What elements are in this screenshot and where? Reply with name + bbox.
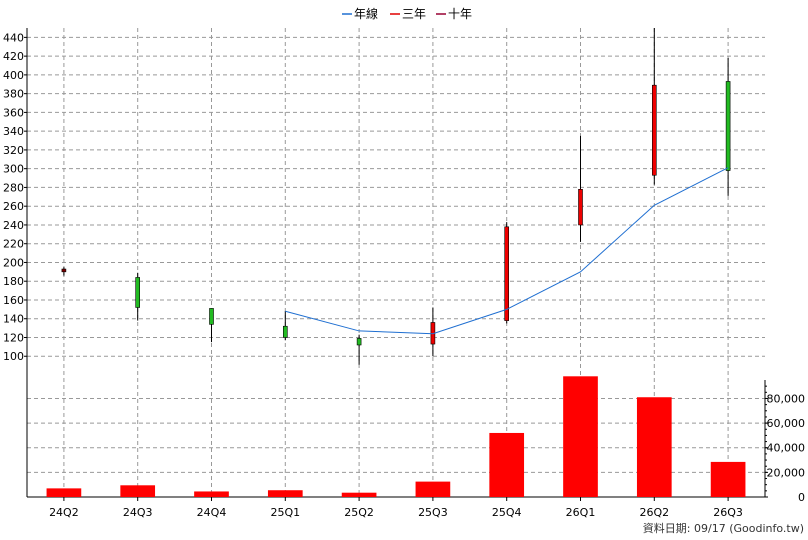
- volume-bars: [46, 376, 746, 497]
- volume-bar: [267, 490, 303, 497]
- price-tick-label: 220: [3, 238, 24, 251]
- price-tick-label: 200: [3, 256, 24, 269]
- volume-bar: [636, 397, 672, 497]
- series-line: [285, 167, 729, 335]
- price-candles: [61, 28, 731, 365]
- candle-body: [651, 84, 657, 176]
- price-tick-label: 260: [3, 200, 24, 213]
- price-tick-label: 280: [3, 181, 24, 194]
- category-tick-label: 25Q4: [492, 506, 522, 519]
- category-tick-label: 24Q3: [123, 506, 153, 519]
- axis-tick-labels: 100 120 140 160 180 200 220 240 260 280 300 320 340 3…: [3, 31, 805, 519]
- candle: [725, 58, 731, 196]
- legend-label: 三年: [402, 7, 426, 21]
- candle: [356, 334, 362, 365]
- candle-body: [725, 81, 731, 171]
- volume-bar: [563, 376, 598, 497]
- price-tick-label: 340: [3, 125, 24, 138]
- volume-bar: [489, 432, 525, 497]
- candle: [504, 222, 510, 324]
- price-tick-label: 180: [3, 275, 24, 288]
- candle-body: [61, 268, 67, 273]
- legend-entry: 年線: [342, 6, 378, 21]
- price-tick-label: 360: [3, 106, 24, 119]
- volume-tick-label: 60,000: [767, 417, 806, 430]
- volume-tick-label: 0: [798, 491, 805, 504]
- volume-bar: [194, 491, 229, 497]
- price-tick-label: 440: [3, 31, 24, 44]
- volume-tick-label: 80,000: [767, 392, 806, 405]
- volume-tick-label: 40,000: [767, 442, 806, 455]
- volume-bar: [710, 461, 746, 497]
- category-tick-label: 25Q3: [418, 506, 448, 519]
- volume-tick-label: 20,000: [767, 466, 806, 479]
- price-tick-label: 300: [3, 163, 24, 176]
- volume-bar: [46, 488, 82, 497]
- candle: [430, 307, 436, 357]
- price-tick-label: 100: [3, 350, 24, 363]
- grid-lines: [27, 28, 765, 497]
- candle: [209, 308, 214, 343]
- price-tick-label: 140: [3, 313, 24, 326]
- chart-legend: 年線 三年 十年: [342, 6, 472, 21]
- price-tick-label: 160: [3, 294, 24, 307]
- price-tick-label: 400: [3, 69, 24, 82]
- price-tick-label: 380: [3, 88, 24, 101]
- candle: [282, 311, 288, 341]
- category-tick-label: 25Q1: [270, 506, 300, 519]
- legend-label: 年線: [354, 6, 378, 21]
- price-tick-label: 320: [3, 144, 24, 157]
- category-tick-label: 24Q4: [197, 506, 227, 519]
- candle: [651, 28, 657, 185]
- candle-body: [356, 338, 362, 346]
- price-tick-label: 120: [3, 331, 24, 344]
- candle-body: [135, 277, 140, 308]
- legend-entry: 十年: [436, 7, 472, 21]
- category-tick-label: 26Q3: [713, 506, 743, 519]
- candle-body: [578, 189, 583, 226]
- price-tick-label: 420: [3, 50, 24, 63]
- volume-bar: [415, 481, 451, 497]
- legend-label: 十年: [448, 7, 472, 21]
- candle: [135, 272, 140, 321]
- volume-bar: [120, 485, 156, 497]
- category-tick-label: 26Q1: [566, 506, 596, 519]
- candle: [578, 135, 583, 242]
- data-date-note: 資料日期: 09/17 (Goodinfo.tw): [643, 521, 804, 535]
- candle-body: [209, 308, 214, 325]
- ma-lines: [285, 167, 729, 335]
- candle: [61, 267, 67, 276]
- category-tick-label: 25Q2: [344, 506, 374, 519]
- candle-body: [282, 325, 288, 338]
- legend-entry: 三年: [390, 7, 426, 21]
- candle-body: [504, 226, 510, 321]
- category-tick-label: 24Q2: [49, 506, 79, 519]
- volume-bar: [341, 492, 377, 497]
- category-tick-label: 26Q2: [639, 506, 669, 519]
- price-tick-label: 240: [3, 219, 24, 232]
